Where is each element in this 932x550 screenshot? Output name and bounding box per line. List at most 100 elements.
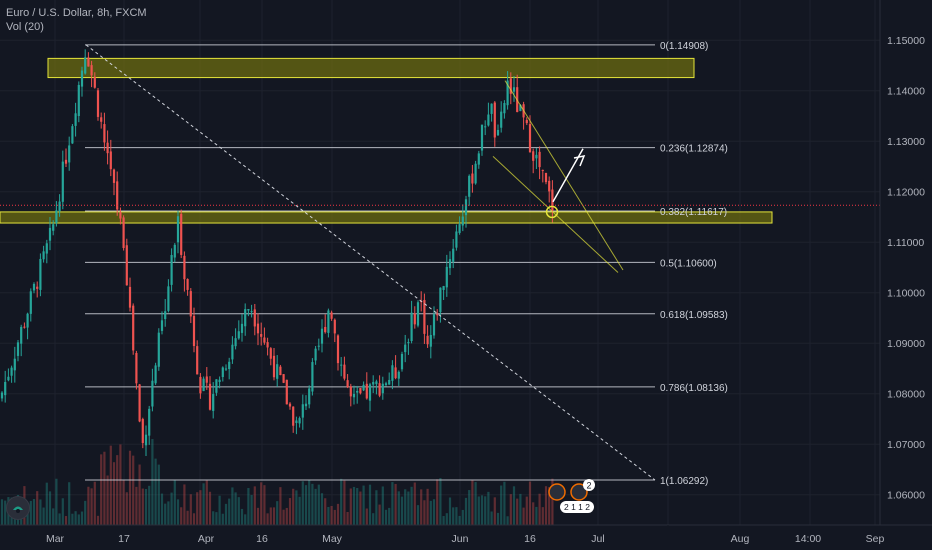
volume-bar xyxy=(429,500,432,525)
price-axis[interactable]: 1.15000 1.14000 1.13000 1.12000 1.11000 1.100… xyxy=(879,0,932,550)
candle-body xyxy=(103,124,106,143)
volume-bar xyxy=(202,483,205,525)
candle-body xyxy=(352,393,356,398)
volume-bar xyxy=(372,513,375,525)
candle-body xyxy=(212,394,215,411)
candle-body xyxy=(125,245,128,286)
volume-bar xyxy=(74,511,77,525)
volume-bar xyxy=(103,451,106,525)
volume-bar xyxy=(423,500,426,525)
volume-bar xyxy=(247,488,250,525)
candle-body xyxy=(138,384,141,422)
candle-body xyxy=(538,151,541,168)
time-axis[interactable]: Mar 17 Apr 16 May Jun 16 Jul Aug 14:00 Sep xyxy=(0,524,932,550)
volume-bar xyxy=(167,501,170,525)
volume-bar xyxy=(64,516,68,525)
candle-body xyxy=(320,328,324,344)
candle-body xyxy=(20,326,23,344)
candle-body xyxy=(282,374,285,383)
candle-body xyxy=(64,159,68,164)
volume-bar xyxy=(285,507,288,525)
candle-body xyxy=(436,314,439,316)
volume-bar xyxy=(189,494,192,525)
breakout-circle xyxy=(545,205,559,219)
volume-bar xyxy=(493,497,496,525)
volume-bar xyxy=(256,507,260,525)
volume-bar xyxy=(208,491,212,525)
candle-body xyxy=(349,386,352,397)
time-tick-label: Aug xyxy=(731,533,750,545)
volume-bar xyxy=(519,493,522,525)
volume-bar xyxy=(455,507,458,525)
volume-bar xyxy=(132,455,135,525)
candle-body xyxy=(52,224,55,231)
volume-bar xyxy=(375,490,378,525)
candle-body xyxy=(93,76,96,88)
time-tick-label: Sep xyxy=(866,533,885,545)
candle-body xyxy=(183,255,186,280)
volume-bar xyxy=(151,439,154,525)
volume-bar xyxy=(324,498,327,525)
volume-bar xyxy=(87,486,90,525)
candle-body xyxy=(29,291,32,314)
volume-bar xyxy=(471,480,474,525)
candle-body xyxy=(452,248,455,262)
candle-body xyxy=(74,113,77,126)
fib-label: 0(1.14908) xyxy=(660,41,708,52)
time-tick-label: 16 xyxy=(256,533,268,545)
price-tick-label: 1.14000 xyxy=(887,86,925,98)
candle-body xyxy=(151,380,154,407)
candle-body xyxy=(333,319,336,334)
volume-bar xyxy=(221,513,224,525)
chart-legend: Euro / U.S. Dollar, 8h, FXCM Vol (20) xyxy=(6,6,147,34)
candle-body xyxy=(458,224,461,233)
volume-bar xyxy=(58,513,61,525)
volume-bar xyxy=(109,445,112,525)
candle-body xyxy=(13,358,16,371)
volume-bar xyxy=(304,485,308,525)
time-tick-label: Jul xyxy=(591,533,604,545)
time-tick-label: May xyxy=(322,533,343,545)
volume-bar xyxy=(474,482,477,525)
fib-label: 1(1.06292) xyxy=(660,476,708,487)
candle-body xyxy=(196,346,199,375)
candle-body xyxy=(173,244,176,258)
candle-body xyxy=(4,381,7,396)
fib-label: 0.786(1.08136) xyxy=(660,383,728,394)
candle-body xyxy=(292,406,295,426)
candle-body xyxy=(176,216,180,243)
candle-body xyxy=(90,65,93,76)
candle-body xyxy=(416,302,420,326)
candle-body xyxy=(157,332,160,367)
volume-bar xyxy=(426,488,429,525)
volume-bar xyxy=(295,490,298,525)
candle-body xyxy=(234,338,237,347)
candle-body xyxy=(442,286,445,290)
volume-bar xyxy=(541,507,544,525)
candle-body xyxy=(477,153,480,165)
volume-bar xyxy=(378,504,381,525)
volume-bar xyxy=(93,481,96,525)
candle-body xyxy=(42,251,45,260)
candle-body xyxy=(410,312,413,341)
candle-body xyxy=(525,120,528,124)
event-badge-icon xyxy=(548,483,566,501)
event-badges[interactable]: 2 2 1 1 2 xyxy=(548,479,595,513)
candle-body xyxy=(288,403,292,407)
candle-body xyxy=(506,80,509,106)
candle-body xyxy=(340,364,343,366)
tradingview-logo-icon xyxy=(6,496,30,520)
volume-bar xyxy=(340,478,343,525)
volume-bar xyxy=(445,513,448,525)
volume-bar xyxy=(359,491,362,525)
candle-body xyxy=(250,311,253,313)
price-tick-label: 1.13000 xyxy=(887,136,925,148)
time-tick-label: Apr xyxy=(198,533,215,545)
volume-bar xyxy=(439,478,442,525)
volume-bar xyxy=(391,482,394,525)
volume-bar xyxy=(448,497,452,525)
candle-body xyxy=(285,379,288,405)
candle-body xyxy=(231,344,234,360)
candle-body xyxy=(359,388,362,394)
